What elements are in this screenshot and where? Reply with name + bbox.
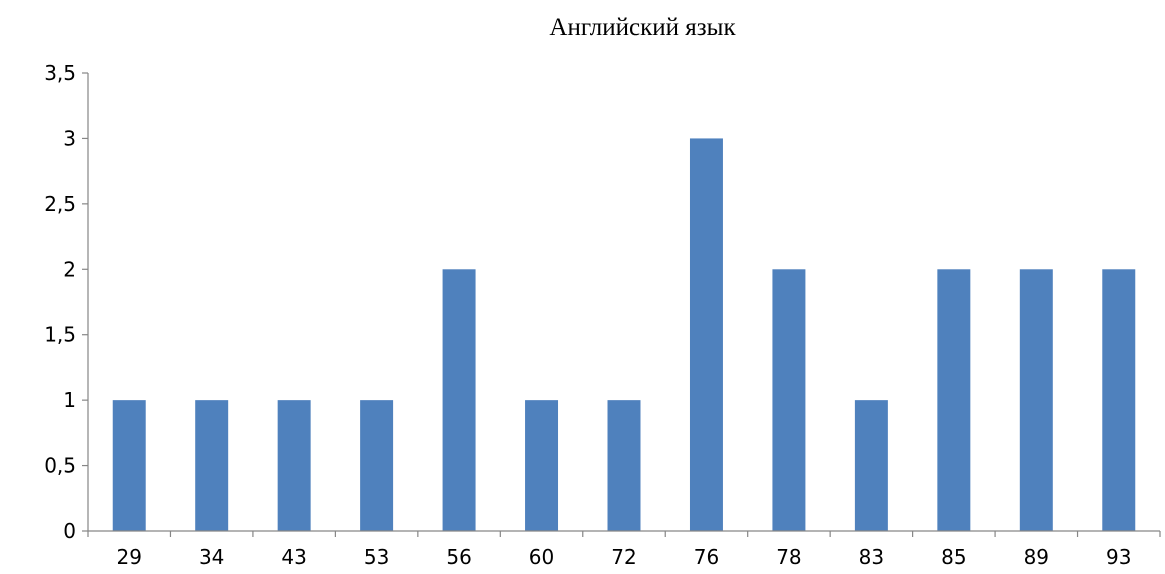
bar-76 [689,138,723,531]
y-tick-label: 3,5 [44,61,76,85]
x-tick-label: 72 [611,545,636,569]
y-tick-label: 3 [63,126,76,150]
x-tick-label: 60 [529,545,554,569]
y-tick-label: 0,5 [44,454,76,478]
bar-53 [360,400,394,531]
bar-83 [854,400,888,531]
bar-43 [277,400,311,531]
bar-89 [1019,269,1053,531]
bar-34 [195,400,229,531]
y-tick-label: 1,5 [44,323,76,347]
bar-56 [442,269,476,531]
bar-93 [1102,269,1136,531]
x-tick-label: 89 [1024,545,1049,569]
bar-78 [772,269,806,531]
x-tick-label: 93 [1106,545,1131,569]
bar-72 [607,400,641,531]
x-tick-label: 56 [446,545,471,569]
y-tick-label: 2,5 [44,192,76,216]
bar-60 [525,400,559,531]
x-tick-label: 78 [776,545,801,569]
y-tick-label: 2 [63,257,76,281]
x-tick-label: 76 [694,545,719,569]
x-tick-label: 83 [859,545,884,569]
bar-29 [112,400,146,531]
x-tick-label: 29 [117,545,142,569]
bar-85 [937,269,971,531]
chart-title: Английский язык [549,14,736,41]
x-tick-label: 34 [199,545,224,569]
x-tick-label: 53 [364,545,389,569]
x-tick-label: 85 [941,545,966,569]
y-tick-label: 0 [63,519,76,543]
y-tick-label: 1 [63,388,76,412]
x-tick-label: 43 [281,545,306,569]
